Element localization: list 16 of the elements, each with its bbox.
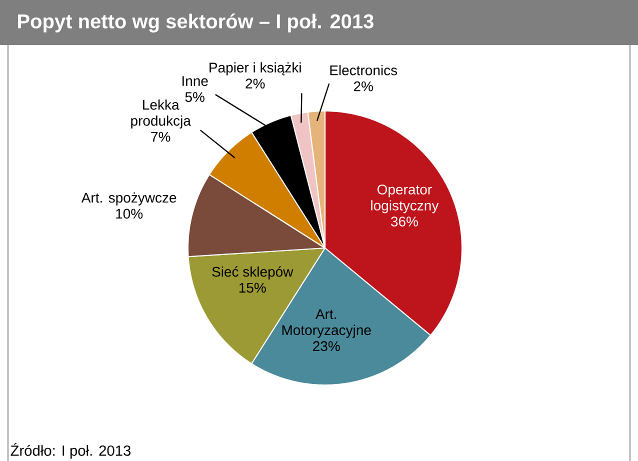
slice-label: Sieć sklepów xyxy=(212,266,294,280)
data-label: 23% xyxy=(313,341,340,352)
slice-label: Electronics xyxy=(330,65,398,76)
slice-label: Art. Motoryzacyjne xyxy=(282,309,371,338)
data-label: 36% xyxy=(390,216,418,226)
data-label: 10% xyxy=(116,208,143,219)
text: Źródło: I poł. 2013 xyxy=(10,442,131,459)
slice-label: Papier i książki xyxy=(210,62,301,76)
data-label: 7% xyxy=(151,132,170,142)
data-label: 2% xyxy=(246,78,265,88)
slice-label: Art. spożywcze xyxy=(81,192,176,206)
slice-label: Inne xyxy=(182,76,208,86)
chart-title: Popyt netto wg sektorów – I poł. 2013 xyxy=(18,14,374,32)
data-label: 2% xyxy=(354,81,373,92)
data-label: 15% xyxy=(239,282,266,293)
slice-label: Operator logistyczny xyxy=(371,184,439,214)
